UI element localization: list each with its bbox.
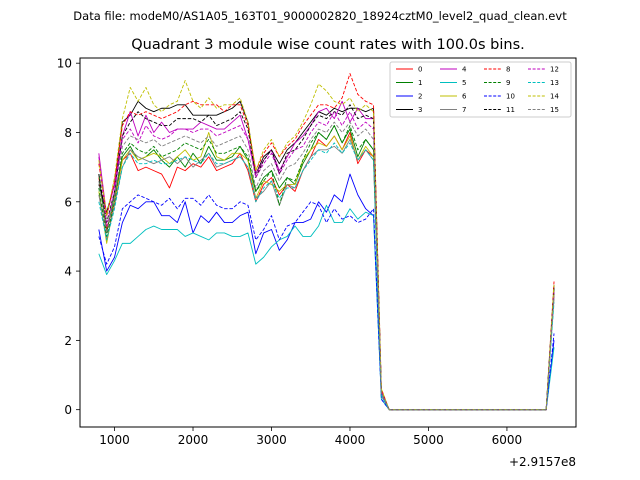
y-tick-label: 0 (64, 403, 72, 417)
series-line-1 (98, 125, 555, 411)
figure-suptitle: Data file: modeM0/AS1A05_163T01_90000028… (73, 9, 567, 23)
y-tick-label: 2 (64, 334, 72, 348)
series-line-15 (98, 121, 555, 411)
legend-label-3: 3 (418, 106, 422, 114)
y-tick-label: 6 (64, 195, 72, 209)
y-tick-label: 4 (64, 265, 72, 279)
legend-label-6: 6 (462, 93, 467, 101)
x-axis: 1000 2000 3000 4000 5000 6000 (99, 427, 522, 447)
series-line-0 (98, 132, 555, 411)
axes-frame (79, 57, 577, 428)
legend-label-1: 1 (418, 79, 422, 87)
x-tick-label: 6000 (492, 433, 523, 447)
legend-label-9: 9 (506, 79, 510, 87)
x-tick-label: 1000 (99, 433, 130, 447)
series-line-5 (98, 204, 555, 411)
series-line-10 (98, 194, 555, 411)
legend-label-15: 15 (550, 106, 559, 114)
series-line-11 (98, 104, 555, 411)
legend-label-2: 2 (418, 93, 422, 101)
series-line-12 (98, 111, 555, 411)
x-tick-label: 5000 (413, 433, 444, 447)
series-layer (98, 73, 555, 411)
legend-label-5: 5 (462, 79, 466, 87)
series-line-6 (98, 132, 555, 411)
legend-label-10: 10 (506, 93, 515, 101)
series-line-3 (98, 100, 555, 411)
legend-frame (389, 61, 572, 118)
legend-label-0: 0 (418, 66, 422, 74)
series-line-4 (98, 100, 555, 411)
legend-label-8: 8 (506, 66, 510, 74)
legend-label-11: 11 (506, 106, 515, 114)
y-axis: 0 2 4 6 8 10 (57, 57, 80, 417)
y-tick-label: 8 (64, 126, 72, 140)
series-line-14 (98, 80, 555, 411)
chart-title: Quadrant 3 module wise count rates with … (131, 37, 525, 53)
x-tick-label: 3000 (256, 433, 287, 447)
series-line-8 (98, 73, 555, 411)
y-tick-label: 10 (57, 57, 72, 71)
x-tick-label: 2000 (178, 433, 209, 447)
legend-label-12: 12 (550, 66, 559, 74)
series-line-7 (98, 138, 555, 411)
legend-label-4: 4 (462, 66, 467, 74)
legend-label-7: 7 (462, 106, 466, 114)
legend-label-14: 14 (550, 93, 559, 101)
legend-label-13: 13 (550, 79, 559, 87)
x-tick-label: 4000 (335, 433, 366, 447)
series-line-2 (98, 173, 555, 411)
x-offset-label: +2.9157e8 (509, 455, 576, 469)
series-line-9 (98, 125, 555, 411)
